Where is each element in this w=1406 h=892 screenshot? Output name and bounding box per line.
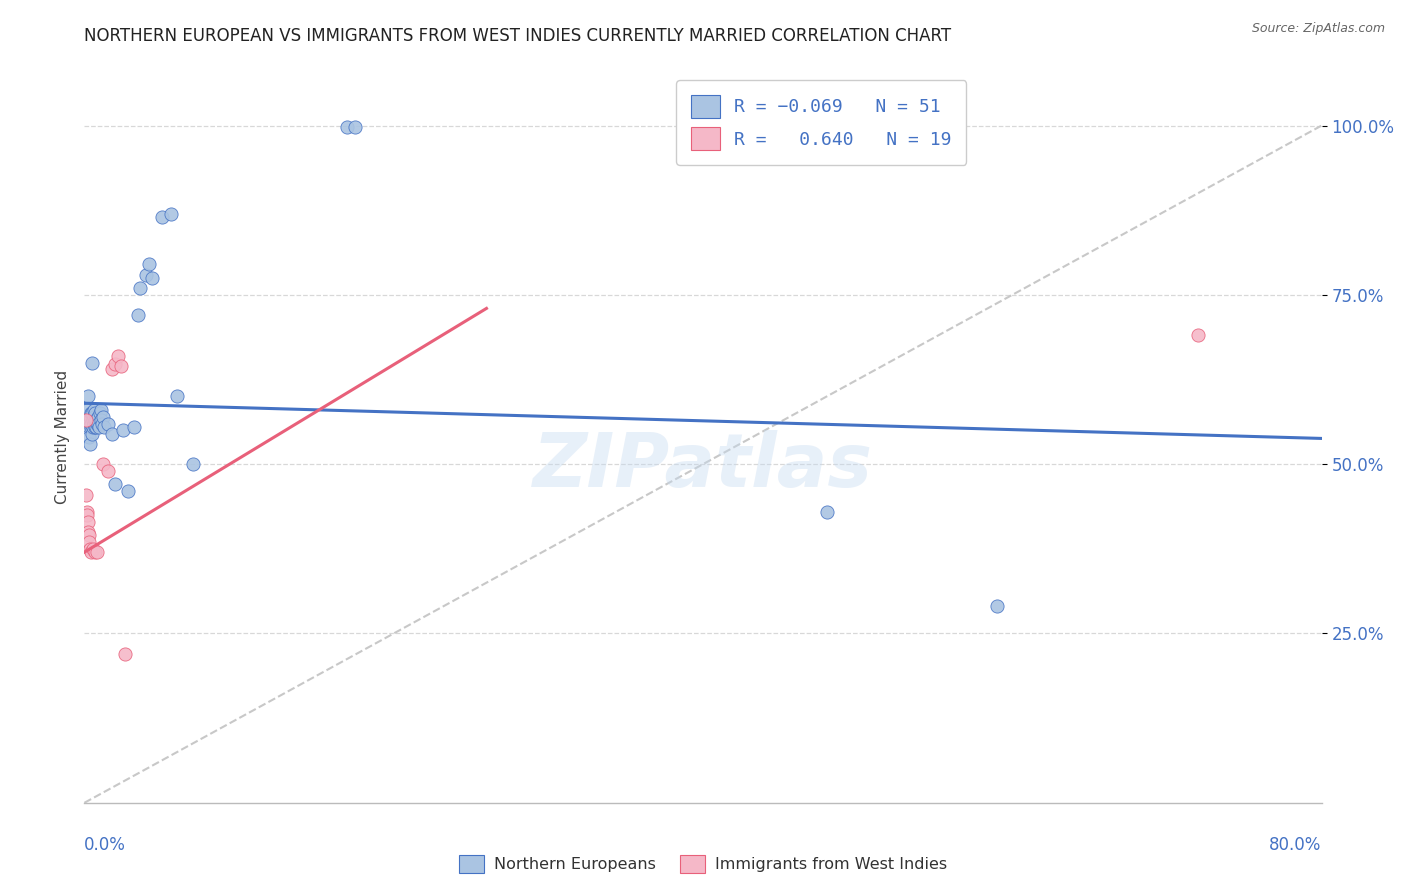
Point — [83, 403, 105, 417]
Text: 80.0%: 80.0% — [1270, 836, 1322, 854]
Point — [84, 406, 107, 420]
Point — [104, 357, 127, 371]
Point — [141, 271, 163, 285]
Text: Source: ZipAtlas.com: Source: ZipAtlas.com — [1251, 22, 1385, 36]
Legend: R = −0.069   N = 51, R =   0.640   N = 19: R = −0.069 N = 51, R = 0.640 N = 19 — [676, 80, 966, 165]
Point — [114, 647, 136, 661]
Point — [82, 541, 104, 556]
Point — [83, 413, 105, 427]
Point — [76, 508, 98, 522]
Point — [87, 417, 110, 431]
Point — [82, 420, 104, 434]
Point — [343, 120, 366, 134]
Y-axis label: Currently Married: Currently Married — [55, 370, 70, 504]
Text: 0.0%: 0.0% — [84, 836, 127, 854]
Point — [80, 417, 103, 431]
Point — [112, 423, 135, 437]
Point — [82, 355, 104, 369]
Point — [166, 389, 188, 403]
Point — [79, 437, 101, 451]
Point — [336, 120, 359, 134]
Point — [101, 426, 124, 441]
Point — [93, 420, 115, 434]
Text: NORTHERN EUROPEAN VS IMMIGRANTS FROM WEST INDIES CURRENTLY MARRIED CORRELATION C: NORTHERN EUROPEAN VS IMMIGRANTS FROM WES… — [84, 27, 952, 45]
Point — [91, 417, 114, 431]
Point — [76, 505, 98, 519]
Text: ZIPatlas: ZIPatlas — [533, 430, 873, 503]
Legend: Northern Europeans, Immigrants from West Indies: Northern Europeans, Immigrants from West… — [453, 848, 953, 880]
Point — [90, 403, 112, 417]
Point — [127, 308, 149, 322]
Point — [86, 545, 108, 559]
Point — [77, 417, 100, 431]
Point — [815, 505, 838, 519]
Point — [76, 515, 98, 529]
Point — [79, 535, 101, 549]
Point — [79, 409, 101, 424]
Point — [79, 541, 101, 556]
Point — [77, 528, 100, 542]
Point — [150, 210, 173, 224]
Point — [89, 406, 111, 420]
Point — [96, 464, 118, 478]
Point — [87, 420, 110, 434]
Point — [181, 457, 204, 471]
Point — [110, 359, 132, 373]
Point — [138, 257, 160, 271]
Point — [82, 406, 104, 420]
Point — [80, 426, 103, 441]
Point — [75, 488, 97, 502]
Point — [101, 362, 124, 376]
Point — [84, 545, 107, 559]
Point — [84, 413, 107, 427]
Point — [80, 420, 103, 434]
Point — [135, 268, 157, 282]
Point — [86, 417, 108, 431]
Point — [79, 406, 101, 420]
Point — [129, 281, 152, 295]
Point — [83, 409, 105, 424]
Point — [86, 420, 108, 434]
Point — [160, 206, 183, 220]
Point — [117, 484, 139, 499]
Point — [986, 599, 1008, 614]
Point — [83, 417, 105, 431]
Point — [1187, 328, 1209, 343]
Point — [82, 413, 104, 427]
Point — [107, 349, 129, 363]
Point — [77, 524, 100, 539]
Point — [79, 430, 101, 444]
Point — [77, 420, 100, 434]
Point — [84, 420, 107, 434]
Point — [75, 413, 97, 427]
Point — [91, 457, 114, 471]
Point — [76, 413, 98, 427]
Point — [86, 409, 108, 424]
Point — [104, 477, 127, 491]
Point — [76, 403, 98, 417]
Point — [96, 417, 118, 431]
Point — [122, 420, 145, 434]
Point — [80, 545, 103, 559]
Point — [91, 409, 114, 424]
Point — [90, 413, 112, 427]
Point — [77, 389, 100, 403]
